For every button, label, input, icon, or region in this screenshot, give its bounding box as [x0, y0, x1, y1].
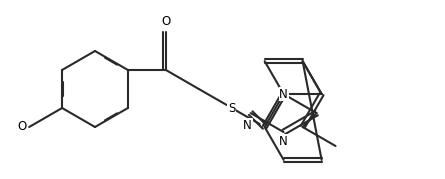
Text: O: O	[161, 14, 170, 28]
Text: N: N	[243, 119, 252, 132]
Text: S: S	[228, 101, 235, 115]
Text: N: N	[279, 88, 288, 101]
Text: N: N	[279, 135, 288, 148]
Text: O: O	[17, 120, 27, 134]
